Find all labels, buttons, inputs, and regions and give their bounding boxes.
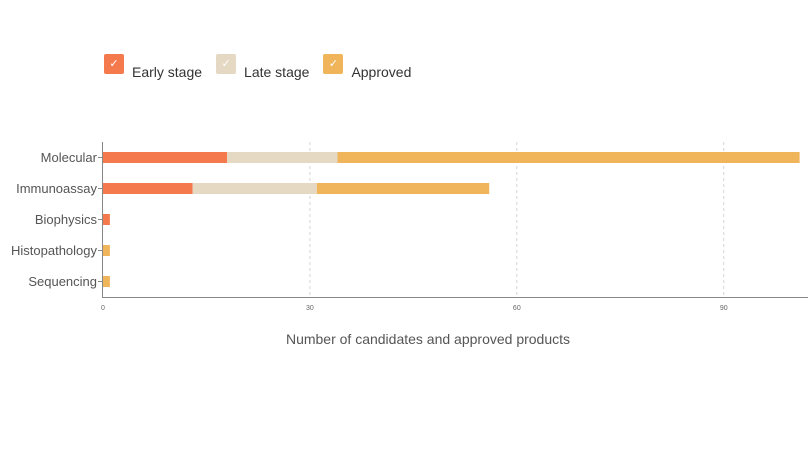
- bar-segment[interactable]: [103, 214, 110, 225]
- y-tick-label: Molecular: [41, 150, 98, 165]
- legend-swatch-approved: ✓: [323, 54, 344, 74]
- legend-label: Early stage: [132, 64, 203, 80]
- check-icon: ✓: [328, 57, 339, 70]
- bar-segment[interactable]: [227, 152, 338, 163]
- axes: [102, 142, 808, 298]
- bar-segment[interactable]: [103, 245, 110, 256]
- y-tick-label: Immunoassay: [16, 181, 97, 196]
- legend-item-approved[interactable]: ✓ Approved: [323, 54, 411, 80]
- grid: [309, 142, 725, 297]
- bars: [103, 152, 800, 287]
- check-icon: ✓: [109, 57, 119, 70]
- bar-segment[interactable]: [316, 183, 490, 194]
- y-tick-label: Biophysics: [35, 212, 98, 227]
- x-tick-label: 60: [513, 305, 521, 312]
- legend-swatch-late-stage: ✓: [216, 54, 237, 74]
- bar-segment[interactable]: [192, 183, 317, 194]
- legend-label: Late stage: [244, 64, 310, 80]
- bar-segment[interactable]: [103, 276, 110, 287]
- legend-swatch-early-stage: ✓: [104, 54, 124, 74]
- legend-item-late-stage[interactable]: ✓ Late stage: [216, 54, 309, 80]
- legend-label: Approved: [351, 64, 412, 80]
- y-tick-label: Sequencing: [28, 274, 97, 289]
- labels: 0 30 60 90 Molecular Immunoassay Biophysics His…: [11, 150, 728, 312]
- check-icon: ✓: [221, 57, 231, 70]
- x-tick-label: 90: [720, 305, 728, 312]
- legend-item-early-stage[interactable]: ✓ Early stage: [104, 54, 202, 80]
- legend: ✓ Early stage ✓ Late stage ✓ Approved: [104, 54, 425, 80]
- bar-segment[interactable]: [103, 183, 193, 194]
- bar-segment[interactable]: [103, 152, 228, 163]
- x-tick-label: 0: [101, 305, 105, 312]
- bar-segment[interactable]: [337, 152, 800, 163]
- x-axis-title: Number of candidates and approved produc…: [286, 331, 570, 347]
- y-tick-label: Histopathology: [11, 243, 97, 258]
- x-tick-label: 30: [306, 305, 314, 312]
